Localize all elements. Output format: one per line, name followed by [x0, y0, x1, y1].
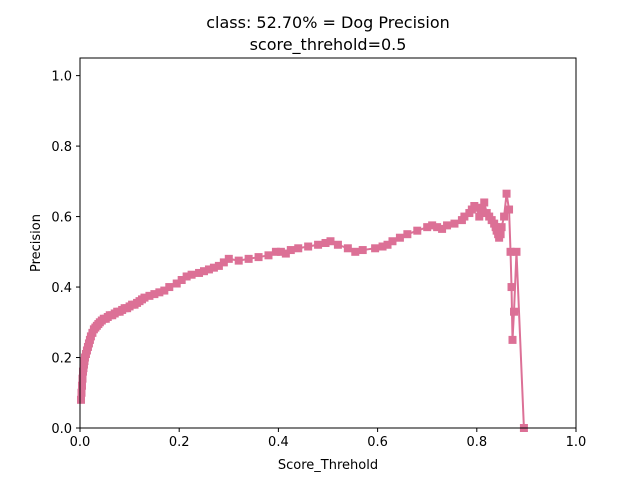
data-point: [286, 246, 295, 255]
data-point: [76, 395, 85, 404]
data-point: [428, 221, 437, 230]
data-point: [450, 219, 459, 228]
x-tick-label: 0.4: [268, 435, 289, 450]
data-point: [383, 240, 392, 249]
data-point: [508, 335, 517, 344]
data-point: [378, 242, 387, 251]
data-point: [505, 205, 514, 214]
data-point: [254, 253, 263, 262]
data-point: [423, 223, 432, 232]
data-point: [165, 283, 174, 292]
data-point: [234, 256, 243, 265]
data-point: [413, 226, 422, 235]
y-tick-label: 0.8: [51, 140, 72, 155]
data-point: [506, 247, 515, 256]
data-point: [182, 272, 191, 281]
data-point: [314, 240, 323, 249]
data-point: [460, 212, 469, 221]
data-point: [271, 247, 280, 256]
y-tick-label: 0.6: [51, 211, 72, 226]
data-point: [480, 198, 489, 207]
data-point: [403, 230, 412, 239]
data-point: [264, 251, 273, 260]
data-point: [371, 244, 380, 253]
x-tick-label: 0.0: [70, 435, 91, 450]
data-point: [78, 374, 87, 383]
data-point: [209, 263, 218, 272]
y-tick-label: 0.0: [51, 422, 72, 437]
y-axis-label: Precision: [29, 214, 44, 272]
data-point: [276, 247, 285, 256]
ticks-layer: 0.0 0.2 0.4 0.6 0.8 1.0 0.0 0.2 0.4 0.6 0.8 1.0: [51, 70, 586, 450]
data-point: [155, 288, 164, 297]
data-point: [150, 290, 159, 299]
data-point: [343, 244, 352, 253]
data-point: [433, 223, 442, 232]
chart-title: class: 52.70% = Dog Precision: [206, 13, 450, 32]
data-point: [204, 265, 213, 274]
data-point: [77, 388, 86, 397]
data-point: [438, 224, 447, 233]
axes-frame: [79, 57, 577, 429]
data-point: [475, 212, 484, 221]
data-point: [395, 233, 404, 242]
data-point: [497, 223, 506, 232]
data-point: [219, 258, 228, 267]
data-point: [195, 268, 204, 277]
y-tick-label: 0.4: [51, 281, 72, 296]
data-point: [351, 247, 360, 256]
data-point: [281, 249, 290, 258]
data-point: [507, 283, 516, 292]
data-point: [177, 276, 186, 284]
chart-subtitle: score_threhold=0.5: [250, 35, 407, 55]
data-point: [321, 239, 330, 247]
data-point: [304, 242, 313, 251]
y-tick-label: 0.2: [51, 352, 72, 367]
x-tick-label: 0.6: [367, 435, 388, 450]
data-point: [502, 189, 511, 198]
y-tick-label: 1.0: [51, 70, 72, 85]
data-point: [187, 270, 196, 279]
data-point: [200, 267, 208, 276]
data-point: [294, 244, 303, 253]
data-point: [496, 230, 505, 239]
x-tick-label: 0.2: [169, 435, 190, 450]
data-point: [477, 205, 486, 214]
x-axis-label: Score_Threhold: [278, 458, 378, 473]
data-point: [326, 237, 335, 246]
data-point: [244, 254, 253, 263]
data-point: [214, 261, 223, 270]
x-tick-label: 1.0: [566, 435, 587, 450]
data-point: [145, 291, 154, 300]
data-point: [512, 247, 521, 256]
data-point: [160, 286, 169, 295]
data-point: [333, 240, 342, 249]
data-point: [443, 221, 452, 230]
data-point: [388, 237, 397, 246]
data-point: [510, 307, 518, 316]
data-point: [358, 246, 367, 255]
data-point: [472, 203, 481, 212]
data-point: [140, 293, 149, 302]
data-point: [224, 254, 233, 263]
data-point: [172, 279, 181, 288]
x-tick-label: 0.8: [466, 435, 487, 450]
data-point: [77, 381, 86, 390]
data-point: [500, 212, 509, 221]
